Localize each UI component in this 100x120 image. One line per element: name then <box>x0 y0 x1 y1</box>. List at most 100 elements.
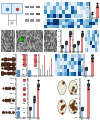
Point <box>65 42 67 44</box>
Point <box>81 33 82 35</box>
Point <box>23 64 25 66</box>
Point <box>62 46 63 48</box>
Point <box>87 84 89 86</box>
Bar <box>44 55 45 76</box>
Point <box>81 108 83 110</box>
Point <box>17 72 19 74</box>
Point <box>34 61 36 63</box>
Point <box>91 57 93 59</box>
Point <box>17 70 19 72</box>
Point <box>28 71 30 73</box>
Point <box>62 45 63 47</box>
Bar <box>62 46 63 52</box>
FancyBboxPatch shape <box>1 3 12 14</box>
Point <box>65 42 67 44</box>
Point <box>81 107 83 109</box>
Point <box>34 54 36 56</box>
Point <box>17 71 19 73</box>
Bar <box>37 85 40 118</box>
Point <box>29 107 30 109</box>
Bar <box>40 69 41 76</box>
Bar <box>65 42 67 52</box>
Point <box>28 70 30 72</box>
Bar <box>51 58 52 76</box>
Bar <box>28 108 31 118</box>
Bar <box>42 65 43 76</box>
Point <box>38 84 39 86</box>
Point <box>62 45 63 47</box>
Point <box>38 83 39 85</box>
Point <box>29 108 30 109</box>
Point <box>23 54 25 56</box>
Point <box>74 45 75 46</box>
Bar <box>77 42 79 52</box>
Point <box>23 61 25 63</box>
Point <box>74 45 75 47</box>
Bar <box>90 58 94 76</box>
Point <box>23 99 25 101</box>
Circle shape <box>58 81 66 95</box>
Point <box>69 31 70 33</box>
Bar <box>47 70 48 76</box>
Point <box>91 57 93 59</box>
Point <box>34 64 36 66</box>
Point <box>85 69 87 70</box>
Point <box>87 83 89 85</box>
Bar <box>84 68 88 76</box>
Point <box>69 32 70 34</box>
FancyBboxPatch shape <box>12 3 22 14</box>
Point <box>29 107 30 109</box>
Point <box>62 45 63 47</box>
Point <box>17 111 19 113</box>
Bar <box>81 34 82 52</box>
Point <box>38 85 39 87</box>
Point <box>23 87 25 89</box>
Point <box>87 83 89 85</box>
Bar <box>25 19 29 22</box>
Bar <box>74 46 75 52</box>
Bar <box>69 34 70 52</box>
Bar <box>30 19 34 22</box>
Point <box>77 41 79 43</box>
Point <box>69 32 70 34</box>
Bar <box>49 66 50 76</box>
Point <box>81 33 82 35</box>
Point <box>17 73 19 75</box>
Point <box>85 67 87 69</box>
Circle shape <box>69 81 77 95</box>
Point <box>81 34 82 36</box>
Point <box>85 68 87 70</box>
Point <box>87 84 89 86</box>
Point <box>23 56 25 58</box>
Bar <box>80 108 83 118</box>
Point <box>77 41 79 43</box>
Point <box>33 98 35 100</box>
Point <box>28 72 30 74</box>
Point <box>69 33 70 35</box>
Point <box>28 73 30 75</box>
Point <box>81 108 83 110</box>
Point <box>91 54 93 56</box>
Point <box>23 58 25 60</box>
Point <box>81 32 82 34</box>
Point <box>33 99 35 101</box>
Point <box>34 57 36 59</box>
Bar <box>30 13 34 15</box>
Bar <box>90 13 93 18</box>
Point <box>28 74 30 76</box>
Point <box>23 79 25 81</box>
Bar <box>25 6 29 8</box>
Point <box>77 42 79 43</box>
Point <box>17 115 19 117</box>
Point <box>85 67 87 69</box>
Bar <box>25 13 29 15</box>
Point <box>17 113 19 115</box>
Bar <box>86 85 90 118</box>
Bar <box>36 19 40 22</box>
Point <box>17 70 19 72</box>
Circle shape <box>58 100 66 114</box>
Bar <box>36 6 40 8</box>
Point <box>33 96 35 98</box>
Point <box>23 93 25 95</box>
Point <box>74 44 75 46</box>
